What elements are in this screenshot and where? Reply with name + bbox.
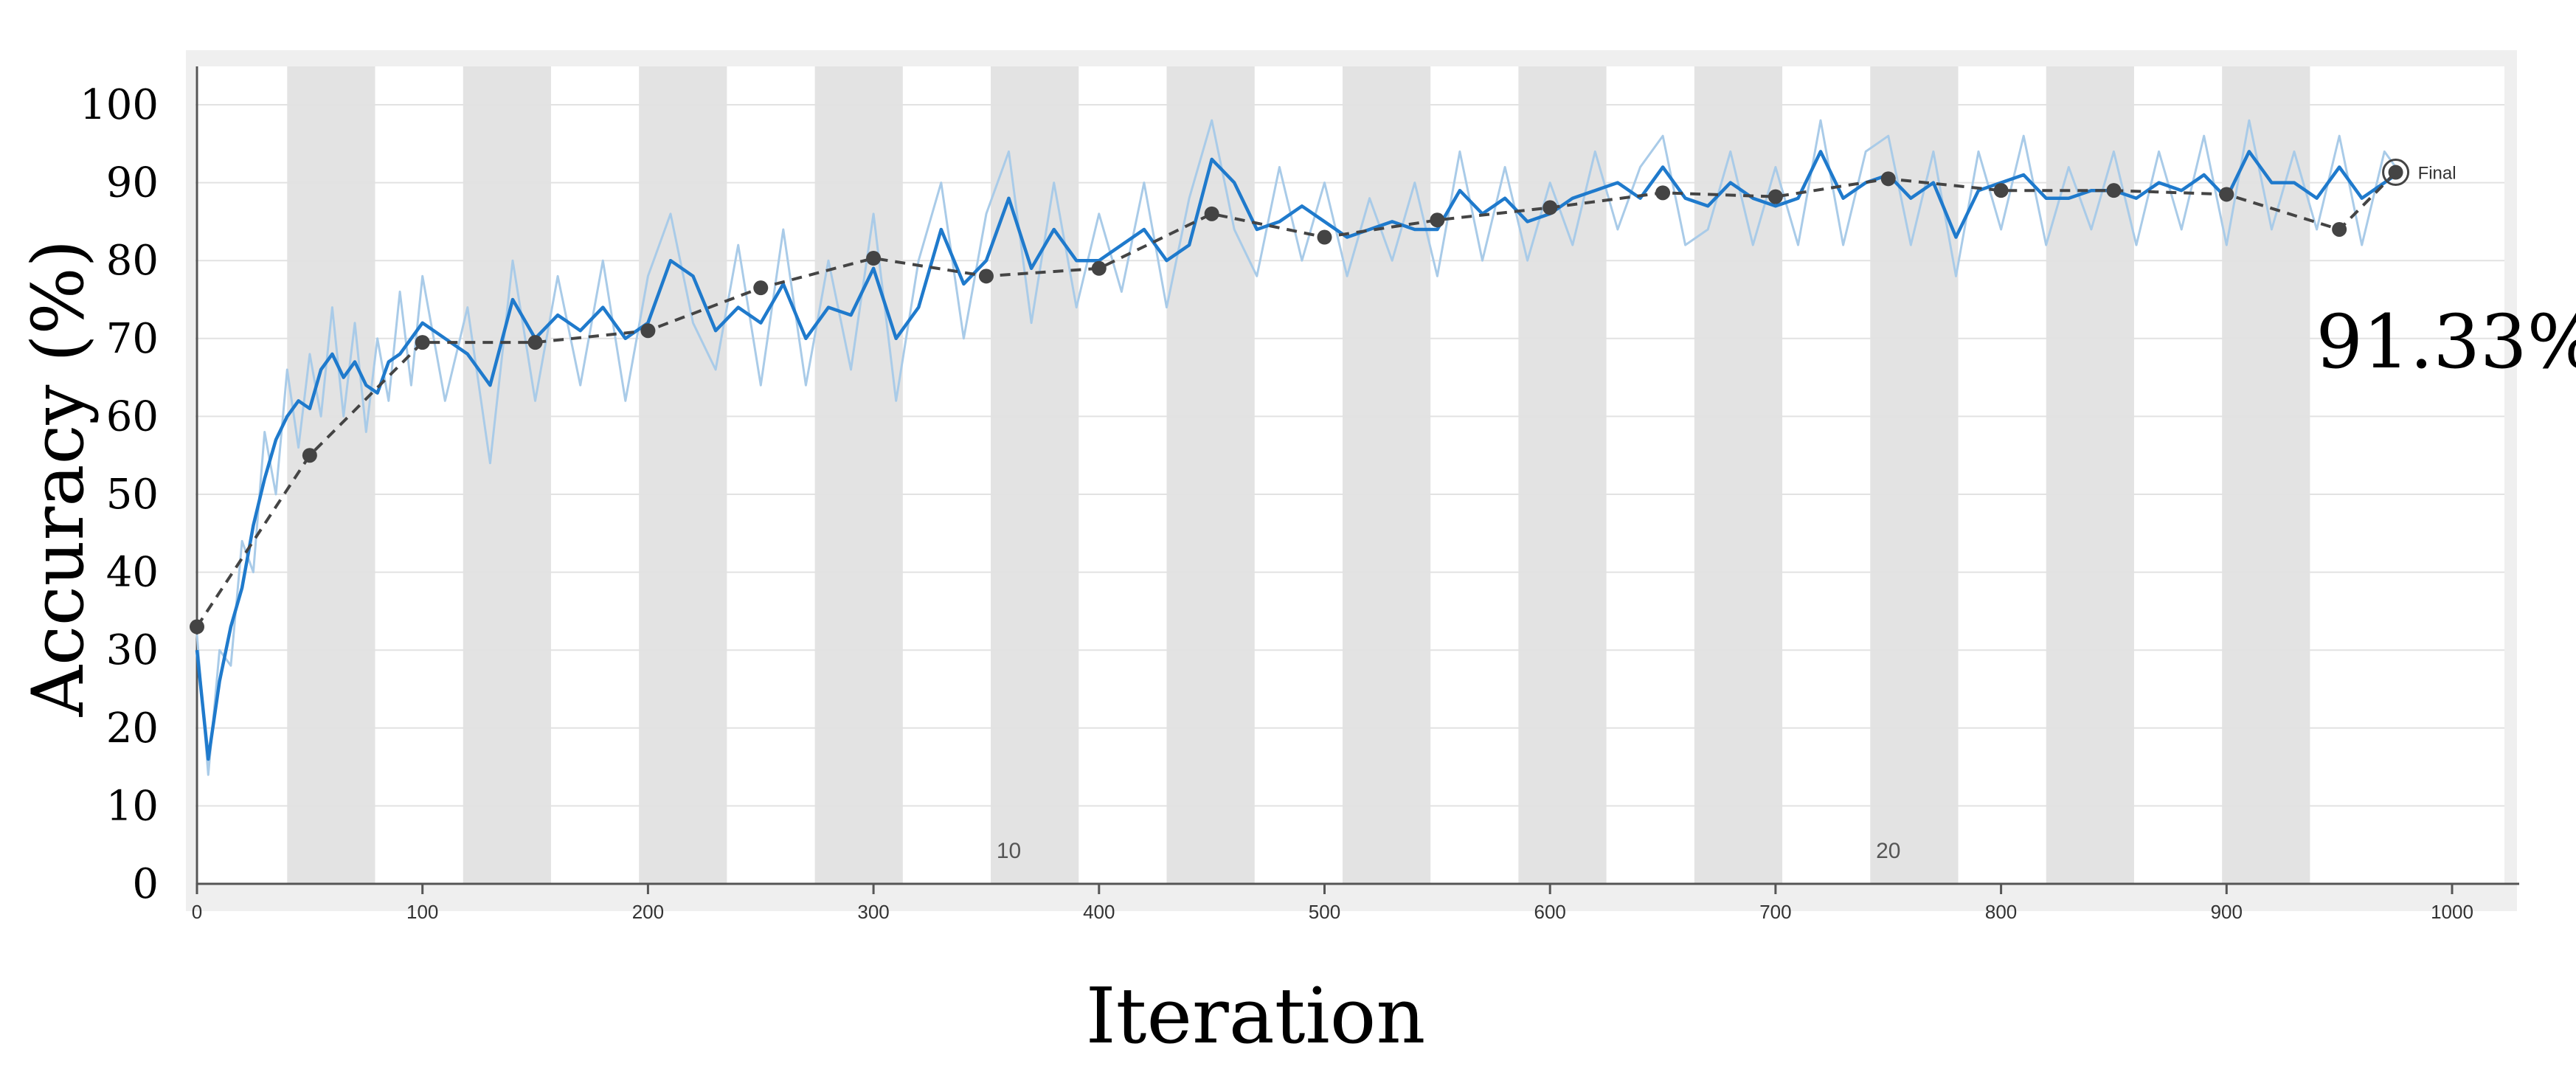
epoch-label: 20 bbox=[1876, 839, 1900, 863]
validation-point bbox=[415, 335, 430, 350]
x-tick-label: 600 bbox=[1534, 901, 1566, 923]
validation-point bbox=[527, 335, 543, 350]
epoch-band bbox=[463, 66, 551, 884]
final-marker-ring bbox=[2382, 159, 2410, 187]
y-tick-label: 30 bbox=[106, 626, 159, 674]
epoch-band bbox=[1166, 66, 1255, 884]
validation-point bbox=[866, 251, 882, 266]
grid-lines bbox=[195, 104, 2504, 885]
validation-point bbox=[302, 448, 317, 463]
y-tick-label: 70 bbox=[106, 315, 159, 363]
epoch-band bbox=[814, 66, 903, 884]
epoch-band bbox=[1342, 66, 1431, 884]
validation-point bbox=[1993, 183, 2009, 198]
validation-point bbox=[2332, 221, 2347, 237]
y-tick-label: 40 bbox=[106, 549, 159, 597]
raw-accuracy-line bbox=[195, 119, 2397, 776]
y-tick-label: 10 bbox=[106, 782, 159, 830]
y-axis-label: Accuracy (%) bbox=[17, 240, 100, 717]
epoch-band bbox=[639, 66, 727, 884]
validation-point bbox=[190, 619, 204, 634]
x-tick-labels: 0 100 200 300 400 500 600 700 800 900 1000 bbox=[192, 901, 2473, 923]
smoothed-accuracy-line bbox=[195, 150, 2397, 761]
epoch-labels: 10 20 bbox=[997, 839, 1901, 863]
validation-point bbox=[1655, 185, 1671, 201]
validation-point bbox=[2219, 187, 2234, 202]
x-tick-label: 200 bbox=[632, 901, 664, 923]
validation-point bbox=[1091, 260, 1107, 276]
epoch-band bbox=[2222, 66, 2310, 884]
epoch-band bbox=[2046, 66, 2134, 884]
validation-point bbox=[1204, 206, 1219, 221]
final-accuracy-value: 91.33% bbox=[2316, 299, 2576, 385]
x-tick-label: 900 bbox=[2211, 901, 2243, 923]
x-tick-label: 1000 bbox=[2431, 901, 2473, 923]
x-tick-label: 500 bbox=[1309, 901, 1340, 923]
validation-point bbox=[1543, 200, 1558, 215]
axes bbox=[195, 66, 2519, 894]
y-tick-label: 100 bbox=[80, 81, 159, 129]
validation-points bbox=[190, 165, 2403, 634]
validation-point bbox=[1317, 229, 1332, 245]
validation-point bbox=[1767, 189, 1783, 204]
y-tick-label: 20 bbox=[106, 705, 159, 753]
epoch-band bbox=[1518, 66, 1607, 884]
x-tick-label: 100 bbox=[406, 901, 438, 923]
validation-point bbox=[1430, 212, 1445, 228]
final-label: Final bbox=[2418, 164, 2456, 184]
y-tick-label: 90 bbox=[106, 159, 159, 207]
x-tick-label: 800 bbox=[1985, 901, 2017, 923]
x-tick-label: 0 bbox=[192, 901, 202, 923]
x-tick-label: 700 bbox=[1759, 901, 1791, 923]
epoch-band bbox=[287, 66, 375, 884]
epoch-label: 10 bbox=[997, 839, 1021, 863]
validation-point bbox=[753, 280, 769, 296]
annotations: Final 91.33% bbox=[2316, 159, 2576, 385]
x-tick-label: 400 bbox=[1083, 901, 1115, 923]
y-tick-label: 0 bbox=[132, 860, 159, 908]
epoch-bands bbox=[287, 66, 2310, 884]
validation-point bbox=[2388, 165, 2403, 180]
epoch-band bbox=[1870, 66, 1959, 884]
epoch-band bbox=[991, 66, 1079, 884]
validation-point bbox=[2106, 183, 2122, 198]
validation-point bbox=[1880, 171, 1896, 187]
x-axis-label: Iteration bbox=[1086, 971, 1426, 1061]
x-tick-label: 300 bbox=[857, 901, 889, 923]
y-tick-label: 60 bbox=[106, 392, 159, 440]
y-tick-labels: 0 10 20 30 40 50 60 70 80 90 100 bbox=[80, 81, 159, 908]
y-tick-label: 50 bbox=[106, 471, 159, 519]
validation-point bbox=[640, 323, 656, 339]
y-tick-label: 80 bbox=[106, 237, 159, 285]
validation-point bbox=[978, 269, 994, 284]
